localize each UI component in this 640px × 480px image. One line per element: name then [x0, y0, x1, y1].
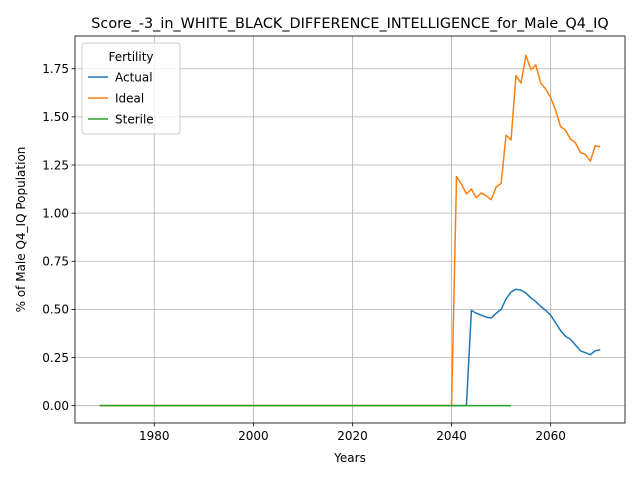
x-tick-label: 2000: [238, 429, 269, 443]
x-axis-label: Years: [333, 451, 366, 465]
legend-items: Actual Ideal Sterile: [88, 70, 154, 126]
y-tick-label: 1.00: [42, 206, 69, 220]
y-tick-label: 1.50: [42, 110, 69, 124]
y-axis-label: % of Male Q4_IQ Population: [14, 147, 28, 313]
y-tick-label: 1.25: [42, 158, 69, 172]
series-lines: [99, 54, 601, 407]
x-tick-label: 1980: [139, 429, 170, 443]
y-tick-label: 1.75: [42, 62, 69, 76]
legend-box: [81, 42, 181, 135]
x-tick-label: 2020: [337, 429, 368, 443]
series-line-actual: [99, 288, 601, 407]
x-tick-label: 2060: [535, 429, 566, 443]
legend-label: Sterile: [115, 112, 154, 126]
y-tick-label: 0.50: [42, 303, 69, 317]
chart-title: Score_-3_in_WHITE_BLACK_DIFFERENCE_INTEL…: [91, 16, 608, 32]
y-axis-ticks: 0.00 0.25 0.50 0.75 1.00 1.25 1.50 1.75: [42, 62, 75, 413]
legend-label: Ideal: [115, 91, 144, 105]
y-tick-label: 0.25: [42, 351, 69, 365]
y-tick-label: 0.00: [42, 399, 69, 413]
legend-label: Actual: [115, 70, 153, 84]
x-tick-label: 2040: [436, 429, 467, 443]
x-axis-ticks: 1980 2000 2020 2040 2060: [139, 423, 566, 443]
legend-title: Fertility: [108, 50, 153, 64]
y-tick-label: 0.75: [42, 255, 69, 269]
series-line-ideal: [99, 54, 601, 407]
legend: Fertility Actual Ideal Sterile: [81, 42, 181, 135]
plot-frame: [74, 35, 626, 424]
